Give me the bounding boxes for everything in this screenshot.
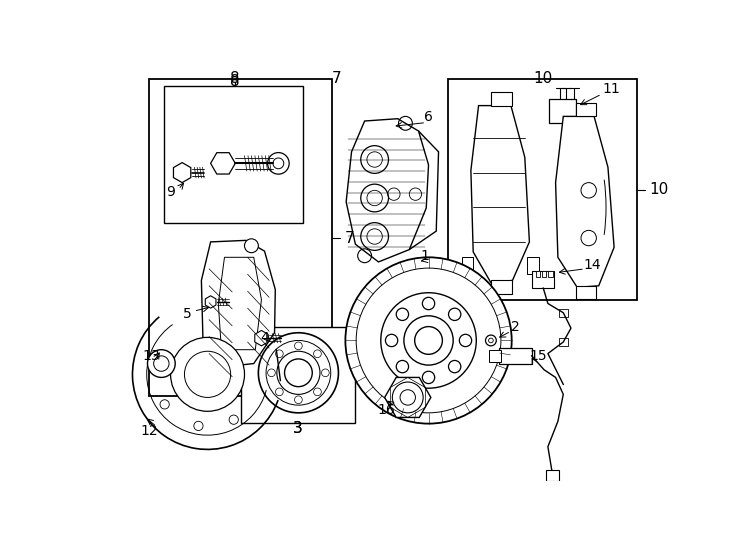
Circle shape <box>273 158 284 168</box>
Bar <box>491 92 512 106</box>
Circle shape <box>422 372 435 383</box>
Circle shape <box>277 351 320 394</box>
Circle shape <box>268 153 289 174</box>
Circle shape <box>361 146 388 173</box>
Circle shape <box>210 354 224 368</box>
Bar <box>548 271 553 278</box>
Bar <box>536 271 540 278</box>
Circle shape <box>396 360 409 373</box>
Text: 11: 11 <box>602 83 620 97</box>
Polygon shape <box>201 240 275 367</box>
Polygon shape <box>206 296 216 308</box>
Polygon shape <box>173 163 191 183</box>
Circle shape <box>153 356 169 372</box>
Circle shape <box>400 390 415 405</box>
Text: 13: 13 <box>142 349 160 363</box>
Bar <box>575 286 595 299</box>
Bar <box>149 79 333 396</box>
Text: 8: 8 <box>230 71 240 86</box>
Bar <box>575 103 595 117</box>
Circle shape <box>415 327 443 354</box>
Circle shape <box>361 184 388 212</box>
Bar <box>542 271 546 278</box>
Circle shape <box>367 229 382 244</box>
Circle shape <box>448 360 461 373</box>
Polygon shape <box>346 119 429 262</box>
Circle shape <box>404 316 453 365</box>
Text: 14: 14 <box>584 258 601 272</box>
Text: 6: 6 <box>424 110 433 124</box>
Circle shape <box>184 351 230 397</box>
Text: 4: 4 <box>260 331 269 345</box>
Circle shape <box>244 239 258 253</box>
Circle shape <box>422 298 435 309</box>
Text: 10: 10 <box>650 182 669 197</box>
Circle shape <box>361 222 388 251</box>
Bar <box>576 105 586 119</box>
Circle shape <box>170 338 244 411</box>
Polygon shape <box>211 153 236 174</box>
Text: 2: 2 <box>511 320 520 334</box>
Bar <box>489 350 501 362</box>
Bar <box>241 327 355 423</box>
Bar <box>491 280 512 294</box>
Bar <box>545 470 559 481</box>
Text: 15: 15 <box>530 349 548 363</box>
Polygon shape <box>556 117 614 287</box>
Circle shape <box>367 152 382 167</box>
Bar <box>559 338 568 346</box>
Text: 16: 16 <box>377 403 395 417</box>
Text: 5: 5 <box>184 307 192 321</box>
Text: 8: 8 <box>230 74 240 89</box>
Polygon shape <box>255 330 268 346</box>
Circle shape <box>356 268 501 413</box>
Circle shape <box>393 382 423 413</box>
Bar <box>164 86 303 222</box>
Circle shape <box>148 350 175 377</box>
Circle shape <box>258 333 338 413</box>
Circle shape <box>448 308 461 320</box>
Text: 3: 3 <box>293 421 302 436</box>
Bar <box>532 271 554 288</box>
Circle shape <box>459 334 472 347</box>
Circle shape <box>396 308 409 320</box>
Text: 10: 10 <box>533 71 552 86</box>
Bar <box>559 309 568 316</box>
Bar <box>462 257 473 274</box>
Bar <box>448 79 637 300</box>
Text: 7: 7 <box>332 71 342 86</box>
Polygon shape <box>471 106 529 283</box>
Circle shape <box>266 340 331 405</box>
Text: 3: 3 <box>293 421 302 436</box>
Bar <box>499 348 531 363</box>
Circle shape <box>346 257 512 423</box>
Bar <box>527 257 539 274</box>
Text: 12: 12 <box>140 423 158 437</box>
Text: 9: 9 <box>166 185 175 199</box>
Polygon shape <box>218 257 261 350</box>
Circle shape <box>367 190 382 206</box>
Polygon shape <box>385 377 431 417</box>
Circle shape <box>385 334 398 347</box>
Text: 1: 1 <box>421 249 429 263</box>
Text: 7: 7 <box>344 231 355 246</box>
Circle shape <box>381 293 476 388</box>
Bar <box>550 99 576 123</box>
Circle shape <box>285 359 312 387</box>
